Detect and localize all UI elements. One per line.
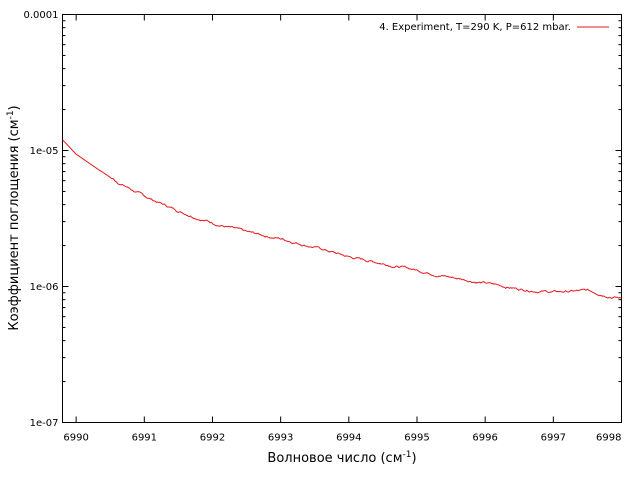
series-line-experiment [62,139,622,299]
plot-frame [62,14,622,423]
x-tick-label: 6992 [200,433,225,444]
x-tick-label: 6996 [472,433,497,444]
x-tick-label: 6995 [404,433,429,444]
y-tick-label: 1e-06 [30,282,59,293]
y-tick-label: 1e-07 [30,418,59,429]
x-tick-label: 6994 [336,433,361,444]
x-tick-label: 6997 [541,433,566,444]
x-axis-ticks: 6990 6991 6992 6993 6994 6995 6996 6997 6998 [63,14,622,444]
x-tick-label: 6993 [268,433,293,444]
legend: 4. Experiment, T=290 K, P=612 mbar. [379,22,609,33]
x-tick-label: 6990 [63,433,88,444]
x-axis-title-sup: -1 [403,450,412,460]
x-tick-label: 6991 [132,433,157,444]
y-tick-label: 1e-05 [30,146,59,157]
y-tick-label: 0.0001 [24,10,59,21]
x-tick-label: 6998 [596,433,621,444]
y-axis-title: Коэффициент поглощения (см-1) [6,105,22,330]
y-axis-title-sup: -1 [6,110,16,119]
y-axis-ticks: 1e-07 1e-06 1e-05 0.0001 [24,10,622,429]
x-axis-title: Волновое число (см-1) [267,450,416,466]
legend-label: 4. Experiment, T=290 K, P=612 mbar. [379,22,571,33]
